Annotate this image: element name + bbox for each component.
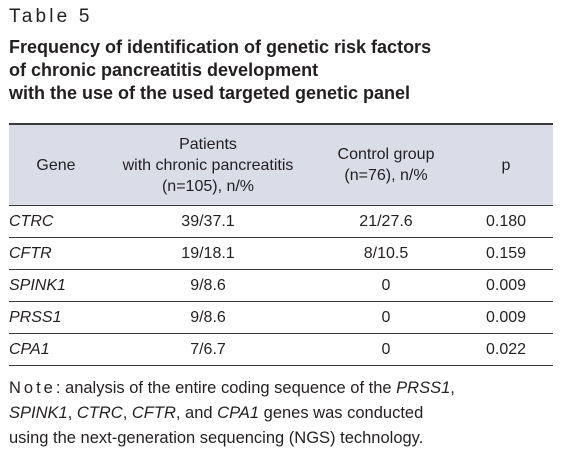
note-line-3: using the next-generation sequencing (NG… (9, 429, 424, 447)
table-body: CTRC 39/37.1 21/27.6 0.180 CFTR 19/18.1 … (9, 205, 553, 366)
table-title-line-3: with the use of the used targeted geneti… (9, 83, 411, 103)
gene-cell: CFTR (9, 237, 103, 270)
patients-cell: 7/6.7 (103, 333, 313, 366)
gene-cell: CTRC (9, 205, 103, 238)
frequency-table: Gene Patients with chronic pancreatitis … (9, 123, 553, 366)
p-cell: 0.180 (459, 205, 553, 238)
p-cell: 0.159 (459, 237, 553, 270)
header-control: Control group (n=76), n/% (313, 123, 459, 206)
table-row: PRSS1 9/8.6 0 0.009 (9, 301, 553, 334)
note-sep-1: , (67, 404, 77, 422)
control-cell: 0 (313, 301, 459, 334)
patients-cell: 9/8.6 (103, 269, 313, 302)
note-label: Note (9, 379, 56, 397)
control-cell: 0 (313, 269, 459, 302)
control-cell: 0 (313, 333, 459, 366)
table-title-line-1: Frequency of identification of genetic r… (9, 37, 432, 57)
control-cell: 8/10.5 (313, 237, 459, 270)
header-control-line-2: (n=76), n/% (344, 167, 428, 184)
gene-cell: CPA1 (9, 333, 103, 366)
table-title-line-2: of chronic pancreatitis development (9, 60, 319, 80)
note-comma: , (450, 379, 455, 397)
note-gene-spink1: SPINK1 (9, 404, 68, 422)
control-cell: 21/27.6 (313, 205, 459, 238)
header-control-line-1: Control group (337, 146, 435, 163)
header-row: Gene Patients with chronic pancreatitis … (9, 123, 553, 206)
note-gene-prss1: PRSS1 (396, 379, 451, 397)
note-line-1: Note: analysis of the entire coding sequ… (9, 376, 557, 401)
gene-cell: PRSS1 (9, 301, 103, 334)
note-sep-2: , (122, 404, 132, 422)
table-header: Gene Patients with chronic pancreatitis … (9, 123, 553, 206)
note-text-1: : analysis of the entire coding sequence… (55, 379, 397, 397)
table-title: Frequency of identification of genetic r… (9, 36, 559, 105)
note-sep-3: , and (175, 404, 218, 422)
note-gene-cftr: CFTR (131, 404, 176, 422)
header-patients: Patients with chronic pancreatitis (n=10… (103, 123, 313, 206)
note-gene-cpa1: CPA1 (217, 404, 260, 422)
header-p: p (459, 123, 553, 206)
header-gene: Gene (9, 123, 103, 206)
p-cell: 0.009 (459, 301, 553, 334)
table-row: CTRC 39/37.1 21/27.6 0.180 (9, 205, 553, 238)
table-label: Table 5 (9, 6, 93, 27)
patients-cell: 9/8.6 (103, 301, 313, 334)
note-line-2: SPINK1, CTRC, CFTR, and CPA1 genes was c… (9, 401, 557, 426)
header-patients-line-3: (n=105), n/% (161, 177, 255, 195)
note-gene-ctrc: CTRC (76, 404, 123, 422)
p-cell: 0.009 (459, 269, 553, 302)
gene-cell: SPINK1 (9, 269, 103, 302)
header-patients-line-1: Patients (179, 135, 237, 153)
p-cell: 0.022 (459, 333, 553, 366)
table-row: CPA1 7/6.7 0 0.022 (9, 333, 553, 366)
patients-cell: 19/18.1 (103, 237, 313, 270)
header-patients-line-2: with chronic pancreatitis (122, 156, 294, 174)
table-row: CFTR 19/18.1 8/10.5 0.159 (9, 237, 553, 270)
note-text-2: genes was conducted (259, 404, 424, 422)
table-row: SPINK1 9/8.6 0 0.009 (9, 269, 553, 302)
table-note: Note: analysis of the entire coding sequ… (9, 376, 557, 451)
patients-cell: 39/37.1 (103, 205, 313, 238)
